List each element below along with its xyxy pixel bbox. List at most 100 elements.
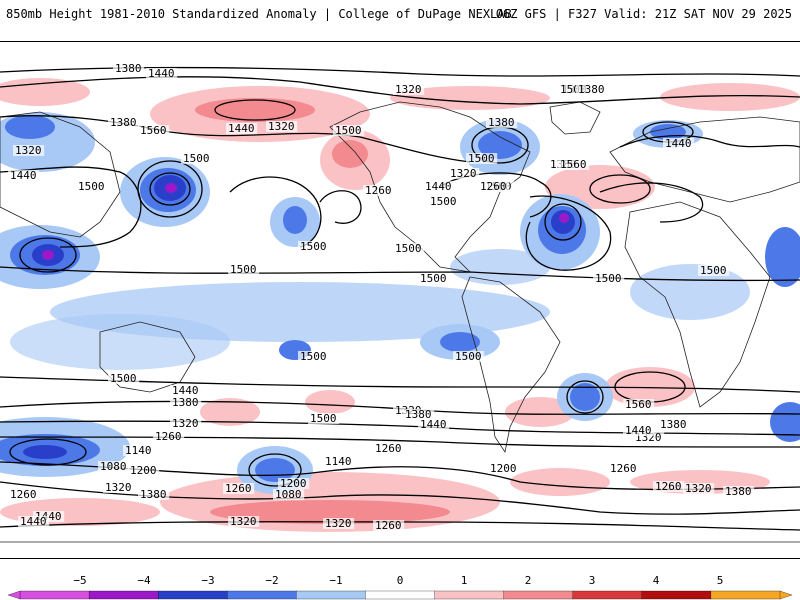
colorbar-swatch (434, 590, 505, 600)
colorbar-swatch (227, 590, 298, 600)
contour-label-bg (373, 520, 405, 531)
contour-label: 1500 (430, 195, 457, 208)
contour-line (599, 182, 704, 223)
contour-label-bg (623, 425, 655, 436)
contour-label-bg (323, 518, 355, 529)
contour-label: 1500 (310, 412, 337, 425)
contour-label-bg (663, 138, 695, 149)
contour-line (566, 380, 604, 414)
contour-label-bg (683, 483, 715, 494)
colorbar-max-arrow (779, 590, 793, 600)
contour-label-bg (181, 153, 213, 164)
contour-label-bg (453, 351, 485, 362)
contour-label: 1380 (115, 62, 142, 75)
anomaly-positive-area (210, 500, 450, 524)
contour-line (544, 203, 582, 241)
contour-label: 1380 (488, 116, 515, 129)
contour-label: 1320 (450, 167, 477, 180)
africa-outline (624, 201, 771, 408)
anomaly-positive-area (0, 78, 90, 106)
model-run-info: 06Z GFS | F327 Valid: 21Z SAT NOV 29 202… (495, 7, 792, 21)
contour-label-bg (278, 478, 310, 489)
contour-label: 1500 (420, 272, 447, 285)
colorbar-swatch (572, 590, 643, 600)
contour-label-bg (623, 399, 655, 410)
anomaly-positive-area (200, 398, 260, 426)
contour-label-bg (226, 123, 258, 134)
contour-label-bg (308, 413, 340, 424)
colorbar-swatch (710, 590, 781, 600)
contour-label: 1260 (375, 519, 402, 532)
anomaly-positive-area (510, 468, 610, 496)
contour-label-bg (428, 196, 460, 207)
contour-label: 1200 (490, 462, 517, 475)
contour-label: 1380 (140, 488, 167, 501)
contour-line (248, 453, 302, 487)
contour-label-bg (298, 351, 330, 362)
contour-label-bg (128, 465, 160, 476)
contour-label-bg (113, 63, 145, 74)
contour-label-bg (170, 418, 202, 429)
contour-label: 1500 (300, 350, 327, 363)
anomaly-positive-area (660, 83, 800, 111)
colorbar-min-arrow (7, 590, 21, 600)
contour-label-bg (576, 84, 608, 95)
contour-label: 1440 (425, 180, 452, 193)
contour-label: 1320 (325, 517, 352, 530)
colorbar-tick-label: 1 (460, 574, 468, 587)
contour-label-bg (13, 145, 45, 156)
anomaly-negative-area (10, 314, 230, 370)
contour-label: 1260 (480, 180, 507, 193)
map-panel: 1380144013201380144015001320138014401500… (0, 41, 800, 559)
continent-outlines (0, 101, 800, 543)
contour-label-bg (228, 516, 260, 527)
contour-line (0, 115, 471, 163)
contour-label-bg (170, 385, 202, 396)
colorbar-tick-label: 4 (652, 574, 660, 587)
contour-label-bg (593, 273, 625, 284)
contour-label-bg (123, 445, 155, 456)
anomaly-negative-area (42, 250, 54, 260)
contour-label: 1260 (10, 488, 37, 501)
contour-label: 1320 (268, 120, 295, 133)
contour-label-bg (478, 181, 510, 192)
contour-label-bg (393, 243, 425, 254)
contour-label: 1560 (140, 124, 167, 137)
anomaly-negative-area (765, 227, 800, 287)
colorbar-swatch (158, 590, 228, 600)
contour-label: 1140 (125, 444, 152, 457)
colorbar-swatch (296, 590, 367, 600)
contour-label: 1500 (700, 264, 727, 277)
anomaly-negative-area (570, 383, 600, 411)
colorbar: −5 −4 −3 −2 −1 0 1 2 3 4 5 (0, 570, 800, 600)
contour-label-bg (658, 419, 690, 430)
colorbar-swatch (19, 590, 90, 600)
contour-line (214, 99, 296, 121)
contour-label-bg (333, 125, 365, 136)
contour-label: 1500 (595, 272, 622, 285)
contour-label-bg (108, 373, 140, 384)
contour-label-bg (103, 482, 135, 493)
colorbar-tick-label: −5 (73, 574, 87, 587)
contour-label-bg (373, 443, 405, 454)
contour-label: 1260 (375, 442, 402, 455)
contour-label-bg (8, 489, 40, 500)
contour-label-bg (298, 241, 330, 252)
contour-label: 1440 (20, 515, 47, 528)
contour-label: 1380 (725, 485, 752, 498)
colorbar-tick-label: 5 (716, 574, 724, 587)
contour-label: 1320 (105, 481, 132, 494)
contour-label-bg (138, 125, 170, 136)
contour-label: 1440 (172, 384, 199, 397)
contour-line (0, 266, 800, 282)
colorbar-tick-label: −4 (137, 574, 151, 587)
anomaly-negative-area (559, 213, 569, 223)
contour-label: 1380 (110, 116, 137, 129)
colorbar-swatch (641, 590, 712, 600)
south-america-outline (461, 276, 561, 454)
greenland-outline (549, 101, 601, 135)
contour-label: 1440 (420, 418, 447, 431)
contour-label: 1320 (685, 482, 712, 495)
contour-label: 1500 (110, 372, 137, 385)
contour-label: 1500 (395, 242, 422, 255)
